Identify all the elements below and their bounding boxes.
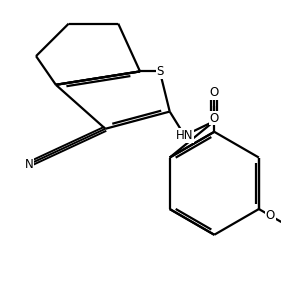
Text: N: N [25,158,34,171]
Text: O: O [266,209,275,222]
Text: S: S [156,65,164,78]
Text: O: O [210,112,219,125]
Text: O: O [210,86,219,99]
Text: HN: HN [176,129,193,142]
